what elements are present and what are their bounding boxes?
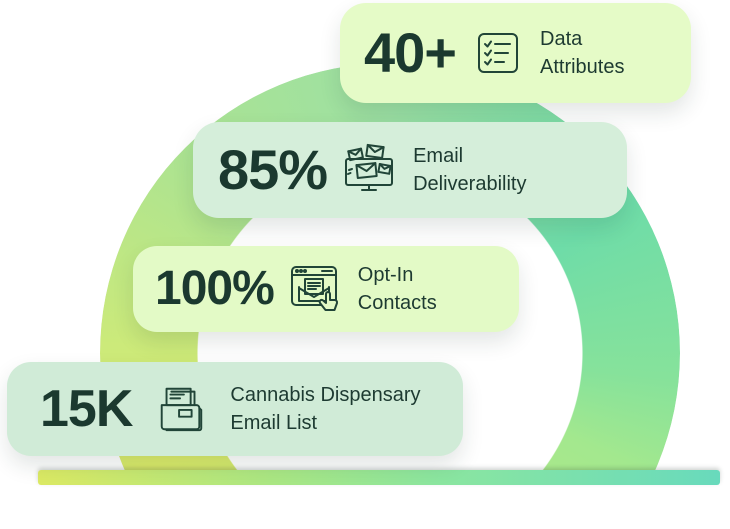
stat-label: Data Attributes [540, 27, 625, 78]
stat-label: Opt-In Contacts [357, 263, 437, 314]
stat-card-data-attributes: 40+ Data Attributes [340, 3, 691, 103]
stat-value: 15K [40, 380, 133, 438]
monitor-emails-icon [342, 143, 398, 197]
gradient-baseline-bar [38, 470, 720, 485]
stat-card-opt-in-contacts: 100% Opt-In Contacts [133, 246, 519, 332]
browser-optin-icon [288, 261, 344, 317]
stat-label: Cannabis Dispensary Email List [230, 383, 421, 434]
stat-label: Email Deliverability [413, 144, 527, 195]
stat-value: 100% [155, 262, 275, 315]
checklist-icon [474, 29, 522, 77]
stat-value: 85% [218, 138, 328, 201]
stat-value: 40+ [364, 21, 457, 84]
stat-card-email-deliverability: 85% Email Deliverability [193, 122, 627, 218]
stat-card-email-list-size: 15K Cannabis Dispensary Email List [7, 362, 463, 456]
folder-documents-icon [154, 383, 208, 435]
